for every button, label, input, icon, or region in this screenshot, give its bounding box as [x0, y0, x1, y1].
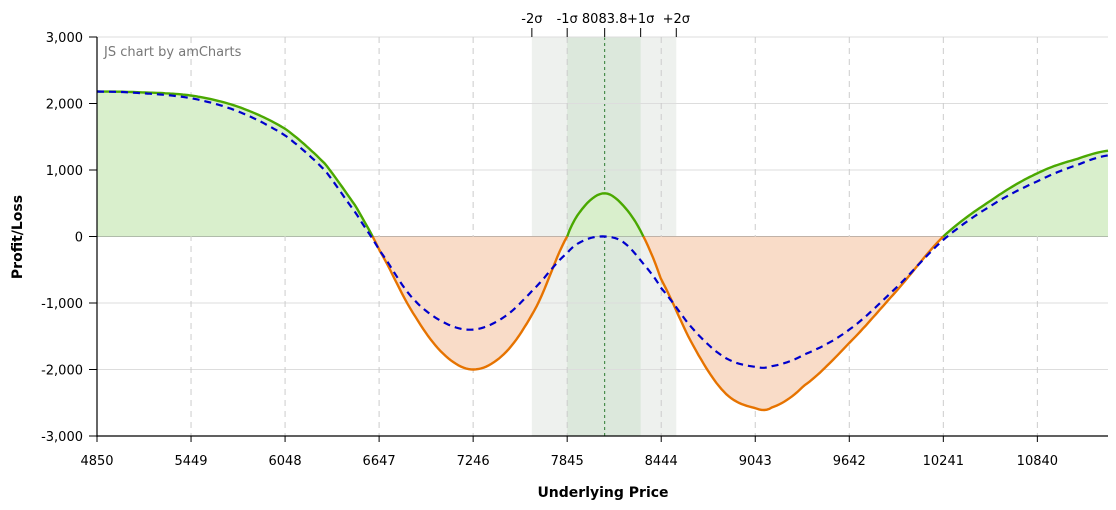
y-tick-label: 3,000 [46, 31, 83, 46]
expiration-line-profit [942, 149, 1109, 238]
sigma-label: -1σ [557, 12, 578, 27]
y-tick-label: 1,000 [46, 164, 83, 179]
y-axis-title: Profit/Loss [10, 195, 26, 279]
expiration-line-loss [642, 235, 945, 412]
x-tick-label: 10241 [923, 454, 964, 469]
expiration-line-loss [371, 235, 569, 371]
y-tick-label: -2,000 [41, 364, 83, 379]
profit-area [97, 91, 373, 237]
y-tick-label: 2,000 [46, 98, 83, 113]
sigma-label: +2σ [663, 12, 690, 27]
x-tick-label: 7246 [457, 454, 490, 469]
profit-area [943, 150, 1108, 237]
sigma-label: +1σ [627, 12, 654, 27]
x-tick-label: 6647 [363, 454, 396, 469]
x-tick-label: 9043 [739, 454, 772, 469]
x-tick-label: 10840 [1017, 454, 1058, 469]
x-tick-label: 8444 [645, 454, 678, 469]
y-tick-label: -3,000 [41, 430, 83, 445]
x-tick-label: 6048 [269, 454, 302, 469]
chart-credit: JS chart by amCharts [103, 45, 242, 60]
expiration-line-profit [97, 90, 374, 237]
x-tick-label: 5449 [174, 454, 207, 469]
profit-area [567, 193, 644, 237]
expiration-line-profit [566, 192, 645, 238]
today-line [96, 90, 1109, 369]
current-price-label: 8083.8 [582, 12, 628, 27]
x-axis-title: Underlying Price [537, 485, 668, 501]
y-tick-label: -1,000 [41, 297, 83, 312]
x-tick-label: 7845 [551, 454, 584, 469]
x-tick-label: 4850 [80, 454, 113, 469]
y-tick-label: 0 [75, 231, 83, 246]
loss-area [643, 236, 944, 410]
sigma-label: -2σ [521, 12, 542, 27]
x-tick-label: 9642 [833, 454, 866, 469]
